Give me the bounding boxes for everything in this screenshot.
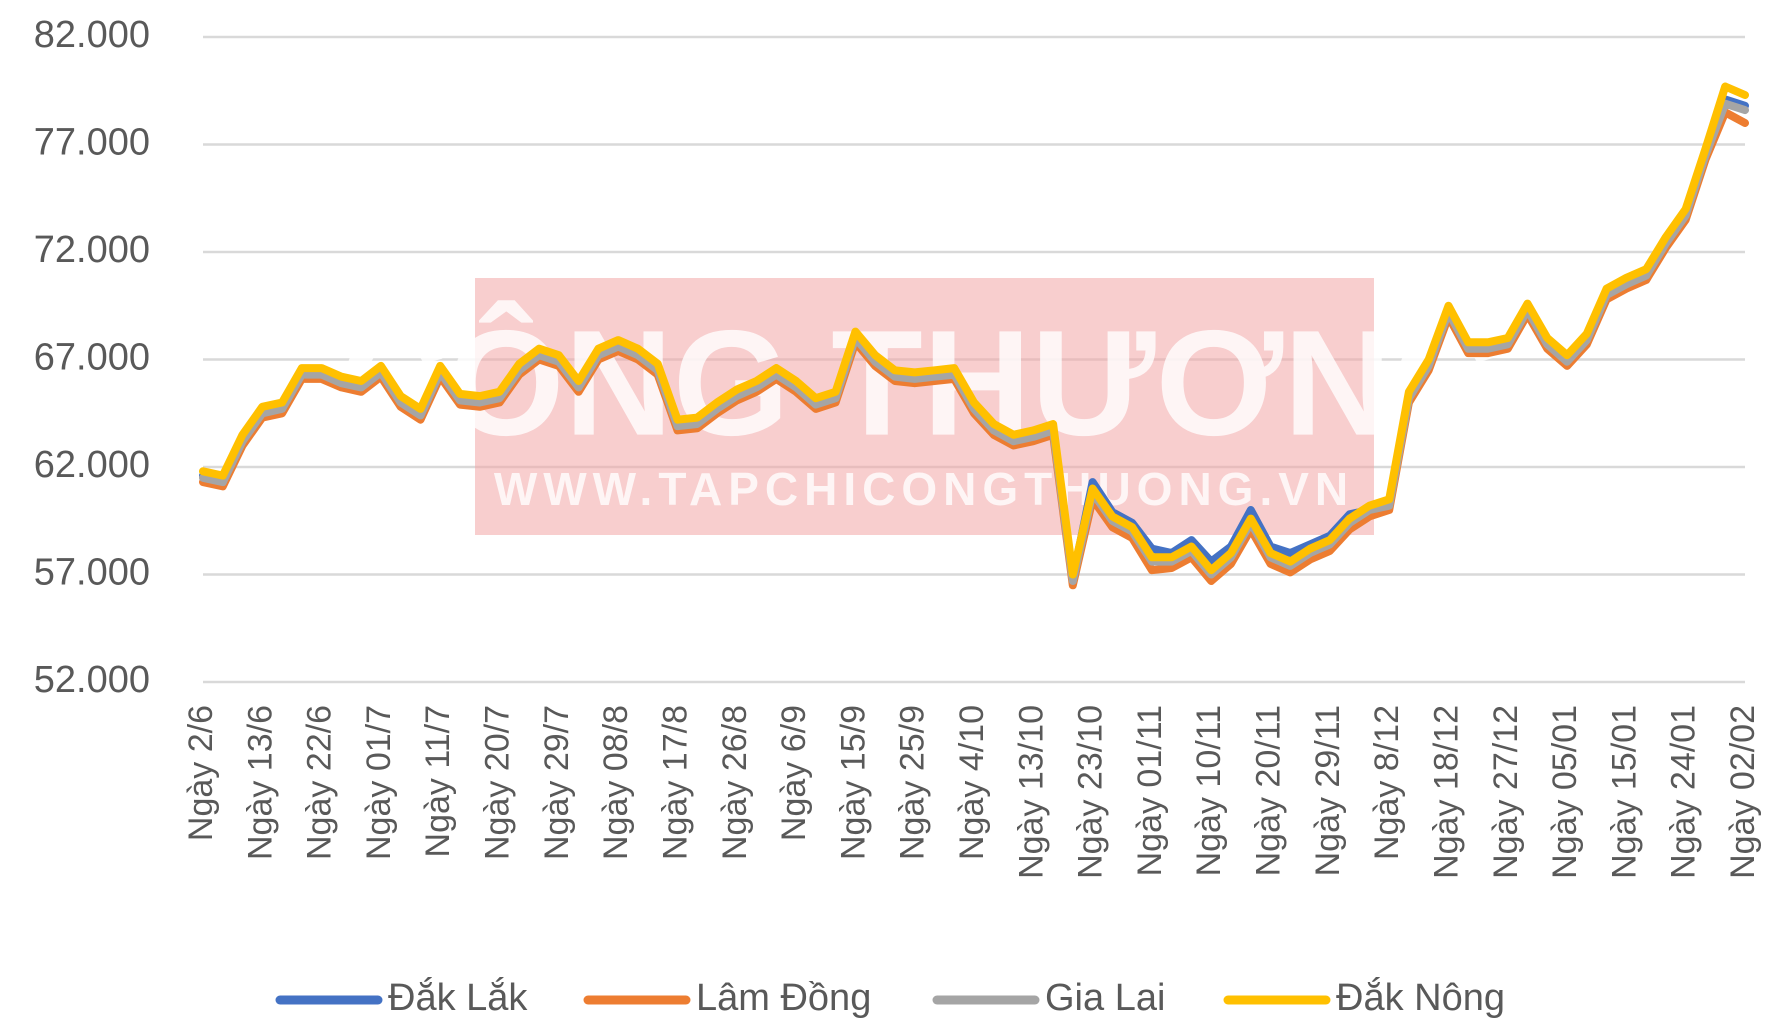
y-tick-label: 62.000 [34,444,150,486]
x-tick-label: Ngày 20/11 [1250,705,1288,876]
y-tick-label: 82.000 [34,14,150,56]
legend-label: Đắk Lắk [388,976,528,1019]
y-tick-label: 67.000 [34,337,150,379]
x-tick-label: Ngày 15/01 [1605,705,1643,879]
x-tick-label: Ngày 20/7 [479,705,517,860]
x-tick-label: Ngày 25/9 [894,705,932,860]
watermark-box [475,278,1374,535]
x-tick-label: Ngày 13/10 [1012,705,1050,879]
x-tick-label: Ngày 17/8 [656,705,694,860]
x-tick-label: Ngày 11/7 [419,705,457,857]
x-tick-label: Ngày 23/10 [1072,705,1110,879]
x-tick-label: Ngày 6/9 [775,705,813,841]
x-tick-label: Ngày 2/6 [182,705,220,841]
x-tick-label: Ngày 08/8 [597,705,635,860]
y-tick-label: 77.000 [34,122,150,164]
x-tick-label: Ngày 18/12 [1427,705,1465,879]
x-tick-label: Ngày 01/7 [360,705,398,860]
legend-label: Đắk Nông [1336,976,1505,1019]
y-tick-label: 57.000 [34,552,150,594]
x-tick-label: Ngày 8/12 [1368,705,1406,860]
x-tick-label: Ngày 29/11 [1309,705,1347,876]
x-tick-label: Ngày 24/01 [1665,705,1703,879]
x-tick-label: Ngày 29/7 [538,705,576,860]
plot [199,82,1749,590]
x-tick-label: Ngày 4/10 [953,705,991,860]
x-tick-label: Ngày 15/9 [834,705,872,860]
legend-label: Gia Lai [1045,977,1165,1019]
x-tick-label: Ngày 22/6 [301,705,339,860]
series-line [199,99,1749,585]
watermark-url: WWW.TAPCHICONGTHUONG.VN [494,463,1354,515]
x-tick-label: Ngày 02/02 [1724,705,1762,879]
x-tick-label: Ngày 10/11 [1190,705,1228,876]
series-line [199,82,1749,579]
x-tick-label: Ngày 01/11 [1131,705,1169,876]
legend-label: Lâm Đồng [696,977,871,1019]
x-tick-label: Ngày 27/12 [1487,705,1525,879]
x-tick-label: Ngày 26/8 [716,705,754,860]
x-tick-label: Ngày 13/6 [241,705,279,860]
y-tick-label: 52.000 [34,659,150,701]
y-tick-label: 72.000 [34,229,150,271]
x-tick-label: Ngày 05/01 [1546,705,1584,879]
